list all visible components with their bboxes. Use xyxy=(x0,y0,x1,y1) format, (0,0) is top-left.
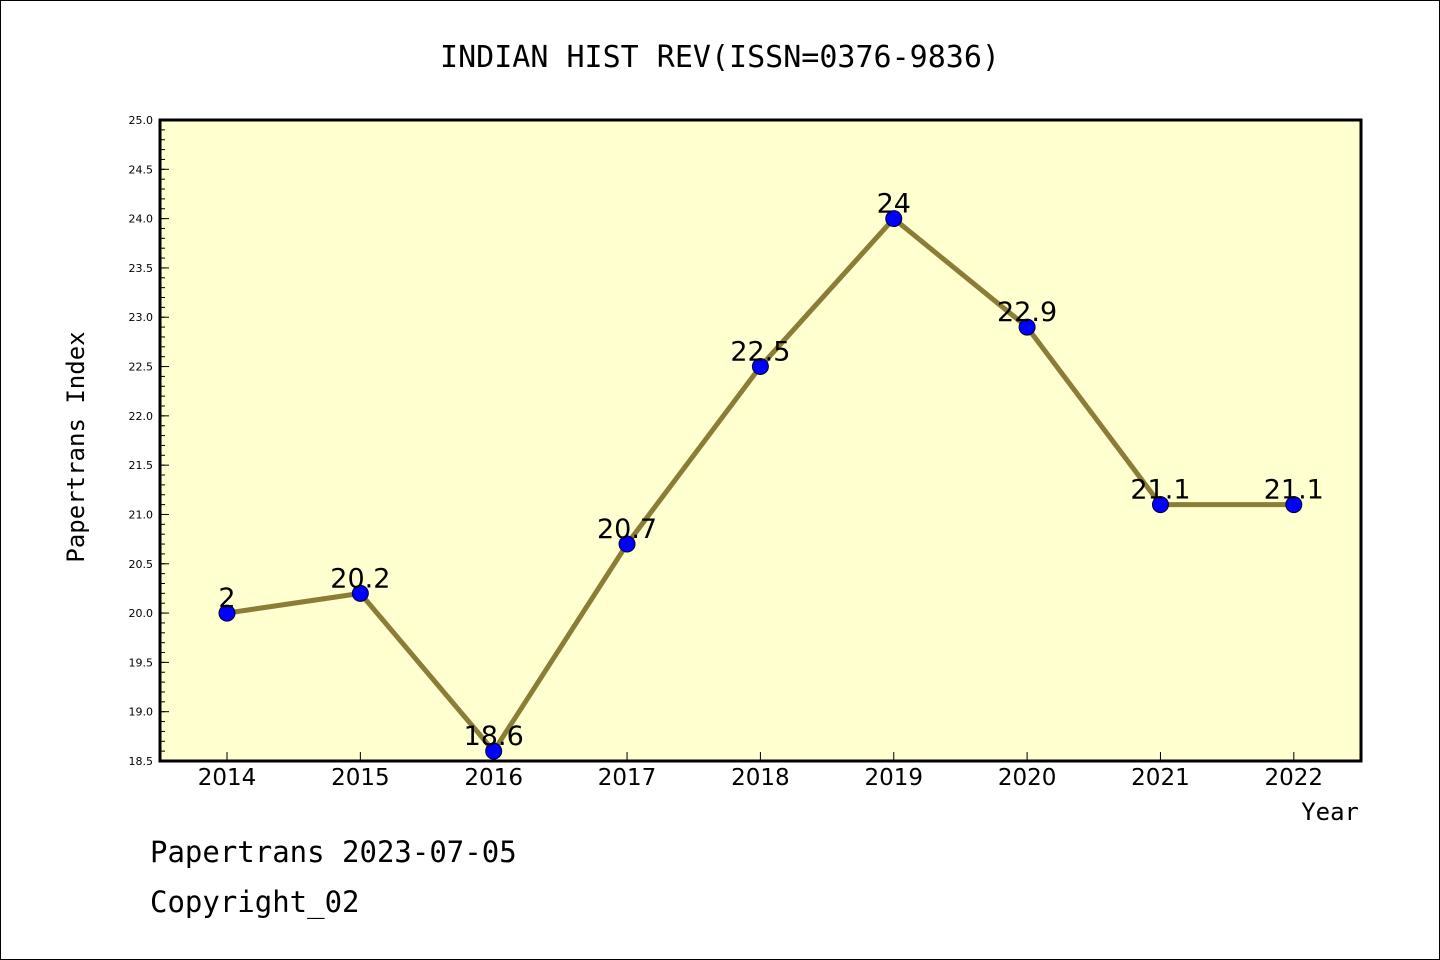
data-point xyxy=(751,358,769,376)
y-tick-label: 19.5 xyxy=(129,656,154,669)
y-tick-label: 24.5 xyxy=(129,163,154,176)
y-tick-label: 25.0 xyxy=(129,114,154,127)
data-label: 20.2 xyxy=(330,563,390,594)
data-label: 22.9 xyxy=(997,297,1057,328)
data-label: 24 xyxy=(877,189,911,220)
y-tick-label: 20.5 xyxy=(129,558,154,571)
y-tick-label: 21.5 xyxy=(129,459,154,472)
y-tick-label: 18.5 xyxy=(129,755,154,768)
series-markers xyxy=(218,210,1303,760)
data-label: 21.1 xyxy=(1130,475,1190,506)
y-tick-label: 21.0 xyxy=(129,508,154,521)
y-tick-label: 22.0 xyxy=(129,410,154,423)
x-tick-label: 2015 xyxy=(331,765,390,791)
x-tick-label: 2021 xyxy=(1131,765,1190,791)
x-tick-label: 2016 xyxy=(464,765,523,791)
data-point xyxy=(218,604,236,622)
y-axis: 18.5 19.0 19.5 20.0 20.5 21.0 21.5 22.0 22.5 23.0… xyxy=(129,114,169,768)
y-tick-label: 23.0 xyxy=(129,311,154,324)
data-point xyxy=(1018,318,1036,336)
x-axis-title: Year xyxy=(1301,798,1359,826)
y-tick-label: 19.0 xyxy=(129,706,154,719)
data-point xyxy=(618,535,636,553)
data-point xyxy=(485,742,503,760)
data-label: 22.5 xyxy=(730,337,790,368)
data-label: 2 xyxy=(218,583,235,614)
x-tick-label: 2022 xyxy=(1265,765,1324,791)
data-labels: 2 20.2 18.6 20.7 22.5 24 22.9 21.1 21.1 xyxy=(218,189,1323,753)
x-tick-label: 2014 xyxy=(198,765,257,791)
x-tick-label: 2019 xyxy=(864,765,923,791)
plot-area xyxy=(158,118,1363,763)
data-point xyxy=(885,210,903,228)
y-axis-title: Papertrans Index xyxy=(62,331,90,562)
x-tick-label: 2017 xyxy=(598,765,657,791)
x-tick-label: 2018 xyxy=(731,765,790,791)
chart-title: INDIAN HIST REV(ISSN=0376-9836) xyxy=(440,40,1000,75)
y-tick-label: 20.0 xyxy=(129,607,154,620)
x-tick-label: 2020 xyxy=(998,765,1057,791)
data-point xyxy=(351,584,369,602)
y-tick-label: 24.0 xyxy=(129,213,154,226)
footer-copyright: Copyright_02 xyxy=(150,885,360,919)
x-axis: 2014 2015 2016 2017 2018 2019 2020 2021 2022 xyxy=(198,752,1323,791)
footer-date: Papertrans 2023-07-05 xyxy=(150,835,517,869)
data-point xyxy=(1151,496,1169,514)
data-point xyxy=(1285,496,1303,514)
y-tick-label: 23.5 xyxy=(129,262,154,275)
y-tick-label: 22.5 xyxy=(129,361,154,374)
data-label: 20.7 xyxy=(597,514,657,545)
data-label: 21.1 xyxy=(1264,475,1324,506)
data-label: 18.6 xyxy=(464,721,524,752)
